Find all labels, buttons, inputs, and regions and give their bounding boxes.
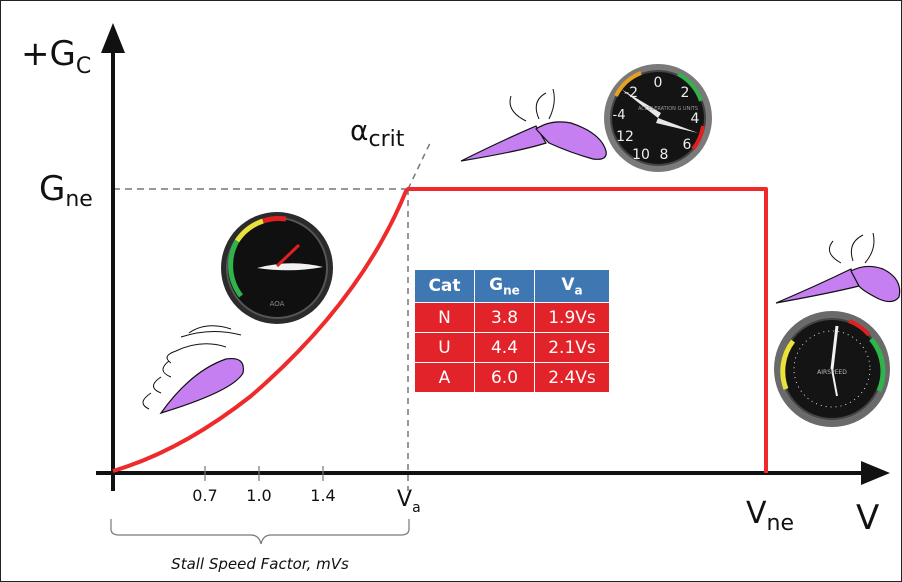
- tick-label-1-0: 1.0: [246, 486, 271, 505]
- stall-speed-caption: Stall Speed Factor, mVs: [171, 555, 349, 573]
- cell-category: A: [414, 362, 475, 393]
- x-axis-arrow-icon: [861, 461, 890, 485]
- svg-text:0: 0: [654, 75, 663, 91]
- svg-text:AIRSPEED: AIRSPEED: [817, 369, 847, 376]
- table-header-row: Cat Gne Va: [414, 269, 610, 303]
- cell-va: 2.1Vs: [534, 332, 610, 363]
- g-meter-icon: 0 2 -2 -4 4 6 8 10 12 ACCELERATION G UNI…: [604, 64, 712, 172]
- cell-gne: 4.4: [474, 332, 535, 363]
- tick-label-0-7: 0.7: [192, 486, 217, 505]
- alpha-crit-label: αcrit: [350, 114, 405, 152]
- svg-text:8: 8: [660, 147, 669, 163]
- header-va: Va: [534, 269, 610, 303]
- category-table: Cat Gne Va N 3.8 1.9Vs U 4.4 2.1Vs A 6.0…: [414, 269, 610, 393]
- tick-label-1-4: 1.4: [310, 486, 335, 505]
- stall-range-brace: [110, 519, 410, 545]
- cell-va: 1.9Vs: [534, 302, 610, 333]
- va-label: Va: [397, 487, 421, 516]
- cell-gne: 3.8: [474, 302, 535, 333]
- svg-text:ACCELERATION G UNITS: ACCELERATION G UNITS: [638, 106, 698, 112]
- svg-text:12: 12: [616, 129, 634, 145]
- flight-envelope-line: [112, 187, 768, 473]
- x-axis-label: V: [856, 498, 879, 538]
- svg-text:2: 2: [681, 85, 690, 101]
- table-row: U 4.4 2.1Vs: [414, 332, 610, 363]
- alpha-crit-guide-line: [407, 140, 432, 190]
- gne-label: Gne: [39, 169, 93, 212]
- svg-text:AOA: AOA: [270, 300, 285, 308]
- header-gne: Gne: [474, 269, 535, 303]
- svg-text:6: 6: [683, 137, 692, 153]
- airfoil-low-aoa-icon: [142, 325, 244, 415]
- y-axis-label: +GC: [21, 34, 91, 79]
- vne-label: Vne: [746, 496, 794, 536]
- svg-text:-2: -2: [624, 85, 638, 101]
- svg-text:-4: -4: [613, 108, 626, 123]
- airspeed-indicator-icon: AIRSPEED: [774, 311, 890, 427]
- svg-text:4: 4: [691, 111, 700, 127]
- airfoil-stall-right-icon: [775, 232, 901, 304]
- svg-text:10: 10: [632, 147, 650, 163]
- table-row: N 3.8 1.9Vs: [414, 302, 610, 333]
- y-axis-arrow-icon: [101, 23, 125, 53]
- aoa-gauge-icon: AOA: [221, 212, 333, 324]
- cell-va: 2.4Vs: [534, 362, 610, 393]
- header-cat: Cat: [414, 269, 475, 303]
- cell-category: U: [414, 332, 475, 363]
- cell-category: N: [414, 302, 475, 333]
- airfoil-stall-icon: [460, 88, 607, 162]
- table-row: A 6.0 2.4Vs: [414, 362, 610, 393]
- cell-gne: 6.0: [474, 362, 535, 393]
